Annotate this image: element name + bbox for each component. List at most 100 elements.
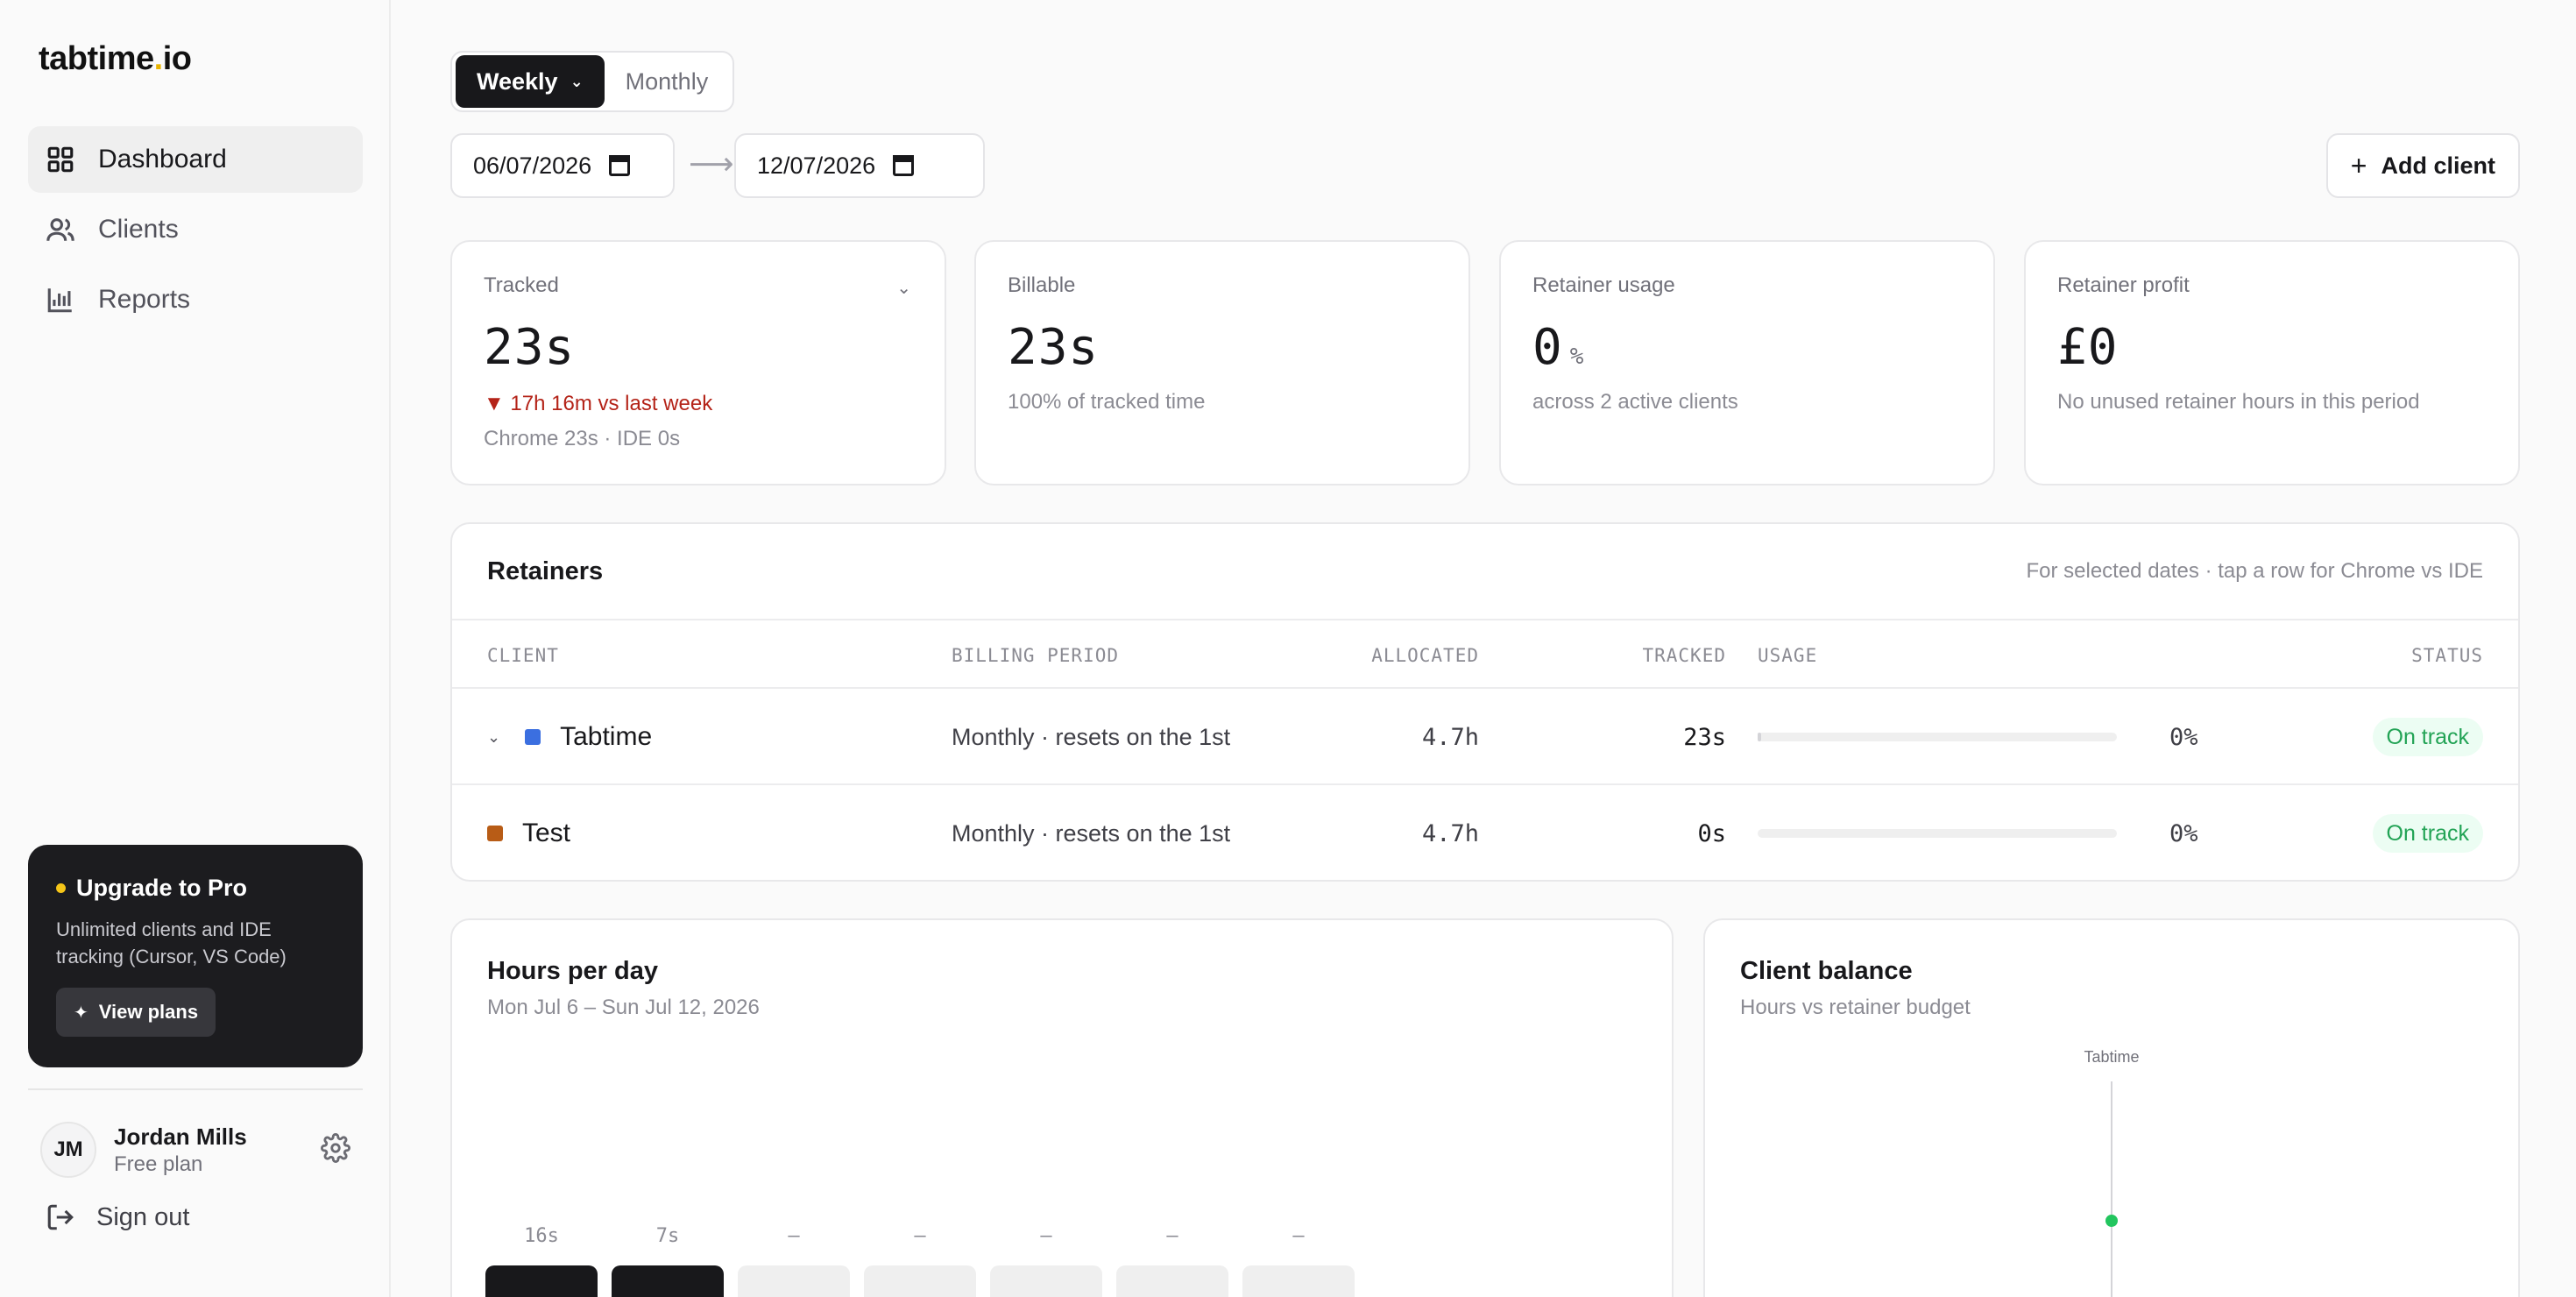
column-tracked: TRACKED xyxy=(1642,645,1726,666)
table-row[interactable]: Test Monthly · resets on the 1st 4.7h 0s… xyxy=(452,785,2518,882)
view-plans-button[interactable]: ✦ View plans xyxy=(56,988,216,1037)
sign-out-button[interactable]: Sign out xyxy=(46,1202,189,1232)
hours-per-day-title: Hours per day xyxy=(487,957,658,985)
user-plan: Free plan xyxy=(114,1152,203,1176)
stat-card-retainer-profit: Retainer profit £0 No unused retainer ho… xyxy=(2024,240,2520,485)
day-bar[interactable] xyxy=(1116,1265,1228,1297)
view-plans-label: View plans xyxy=(98,1001,199,1023)
start-date-input[interactable]: 06/07/2026 xyxy=(450,133,675,198)
stat-delta: ▼ 17h 16m vs last week xyxy=(484,392,713,415)
client-cell: ⌄ Tabtime xyxy=(487,689,652,785)
sidebar-item-label: Clients xyxy=(98,215,179,244)
day-bar[interactable] xyxy=(990,1265,1102,1297)
column-client: CLIENT xyxy=(487,645,559,666)
balance-axis-line xyxy=(2111,1081,2112,1297)
stat-unit: % xyxy=(1569,344,1585,370)
client-cell: Test xyxy=(487,785,570,882)
tab-weekly[interactable]: Weekly ⌄ xyxy=(456,55,605,108)
upgrade-card: Upgrade to Pro Unlimited clients and IDE… xyxy=(28,845,363,1067)
day-bar[interactable] xyxy=(1242,1265,1355,1297)
brand-dot: . xyxy=(153,40,164,77)
brand-logo[interactable]: tabtime.io xyxy=(39,40,192,78)
upgrade-description: Unlimited clients and IDE tracking (Curs… xyxy=(56,918,287,967)
day-bar[interactable] xyxy=(864,1265,976,1297)
usage-percent: 0% xyxy=(2169,819,2198,847)
brand-name: tabtime xyxy=(39,40,154,77)
stat-value: 23s xyxy=(484,319,576,376)
stat-label: Retainer profit xyxy=(2057,273,2190,297)
client-color-swatch xyxy=(487,826,503,841)
sidebar-item-dashboard[interactable]: Dashboard xyxy=(28,126,363,193)
sidebar: tabtime.io Dashboard Clients Reports Upg… xyxy=(0,0,391,1297)
status-cell: On track xyxy=(2372,689,2483,785)
day-bar[interactable] xyxy=(738,1265,850,1297)
stat-value: 23s xyxy=(1008,319,1100,376)
tab-weekly-label: Weekly xyxy=(477,67,558,95)
upgrade-title: Upgrade to Pro xyxy=(56,875,335,902)
tab-monthly[interactable]: Monthly xyxy=(605,55,730,108)
status-dot-icon xyxy=(56,883,66,893)
end-date-value: 12/07/2026 xyxy=(757,152,876,179)
end-date-input[interactable]: 12/07/2026 xyxy=(734,133,985,198)
stat-subtext: 100% of tracked time xyxy=(1008,390,1206,414)
client-balance-subtitle: Hours vs retainer budget xyxy=(1740,996,1971,1019)
grid-icon xyxy=(46,145,75,174)
table-header: CLIENT BILLING PERIOD ALLOCATED TRACKED … xyxy=(452,620,2518,689)
tab-monthly-label: Monthly xyxy=(625,67,709,95)
day-bar[interactable] xyxy=(612,1265,724,1297)
status-badge: On track xyxy=(2372,814,2483,853)
day-value-label: 7s xyxy=(655,1225,680,1247)
hours-per-day-card: Hours per day Mon Jul 6 – Sun Jul 12, 20… xyxy=(450,918,1674,1297)
calendar-icon[interactable] xyxy=(609,155,631,176)
sidebar-item-clients[interactable]: Clients xyxy=(28,196,363,263)
usage-bar-track xyxy=(1758,829,2117,838)
stat-label: Retainer usage xyxy=(1532,273,1675,297)
retainers-table: Retainers For selected dates · tap a row… xyxy=(450,522,2520,882)
plus-icon: + xyxy=(2350,149,2367,181)
stat-value: £0 xyxy=(2057,319,2119,376)
stat-value: 0% xyxy=(1532,319,1962,376)
user-meta: Jordan Mills Free plan xyxy=(114,1123,321,1177)
balance-point[interactable] xyxy=(2105,1215,2118,1227)
column-status: STATUS xyxy=(2411,645,2483,666)
chevron-down-icon[interactable]: ⌄ xyxy=(487,727,501,746)
stat-card-billable: Billable 23s 100% of tracked time xyxy=(974,240,1470,485)
tracked-time: 23s xyxy=(1683,723,1726,751)
gear-icon[interactable] xyxy=(321,1132,350,1167)
day-value-label: — xyxy=(914,1225,926,1247)
client-color-swatch xyxy=(525,729,541,745)
avatar[interactable]: JM xyxy=(40,1122,96,1178)
column-allocated: ALLOCATED xyxy=(1371,645,1479,666)
sign-out-icon xyxy=(47,1204,74,1230)
period-toggle: Weekly ⌄ Monthly xyxy=(450,51,735,112)
retainers-hint: For selected dates · tap a row for Chrom… xyxy=(2026,559,2483,583)
user-name: Jordan Mills xyxy=(114,1123,247,1150)
allocated-hours: 4.7h xyxy=(1421,819,1479,847)
stat-label: Tracked xyxy=(484,273,559,297)
retainers-title: Retainers xyxy=(487,556,604,585)
usage-bar-fill xyxy=(1758,733,1761,741)
day-value-label: 16s xyxy=(524,1225,559,1247)
bar-chart-icon xyxy=(46,285,75,315)
sidebar-item-reports[interactable]: Reports xyxy=(28,266,363,333)
stat-value-number: 0 xyxy=(1532,319,1563,376)
allocated-hours: 4.7h xyxy=(1421,723,1479,751)
column-usage: USAGE xyxy=(1758,645,1818,666)
sidebar-item-label: Dashboard xyxy=(98,145,227,174)
billing-period: Monthly · resets on the 1st xyxy=(952,723,1231,750)
day-value-label: — xyxy=(1166,1225,1178,1247)
date-range-arrow: ⟶ xyxy=(689,145,734,181)
day-bar[interactable] xyxy=(485,1265,598,1297)
status-cell: On track xyxy=(2372,785,2483,882)
divider xyxy=(28,1088,363,1090)
hours-per-day-subtitle: Mon Jul 6 – Sun Jul 12, 2026 xyxy=(487,996,760,1019)
chevron-down-icon[interactable]: ⌄ xyxy=(896,279,911,298)
client-balance-title: Client balance xyxy=(1740,957,1913,985)
add-client-button[interactable]: + Add client xyxy=(2325,133,2520,198)
user-profile: JM Jordan Mills Free plan xyxy=(40,1122,350,1178)
calendar-icon[interactable] xyxy=(893,155,915,176)
stat-card-tracked[interactable]: Tracked ⌄ 23s ▼ 17h 16m vs last week Chr… xyxy=(450,240,946,485)
table-row[interactable]: ⌄ Tabtime Monthly · resets on the 1st 4.… xyxy=(452,689,2518,785)
sidebar-nav: Dashboard Clients Reports xyxy=(28,126,363,337)
stat-subtext: No unused retainer hours in this period xyxy=(2057,390,2420,414)
